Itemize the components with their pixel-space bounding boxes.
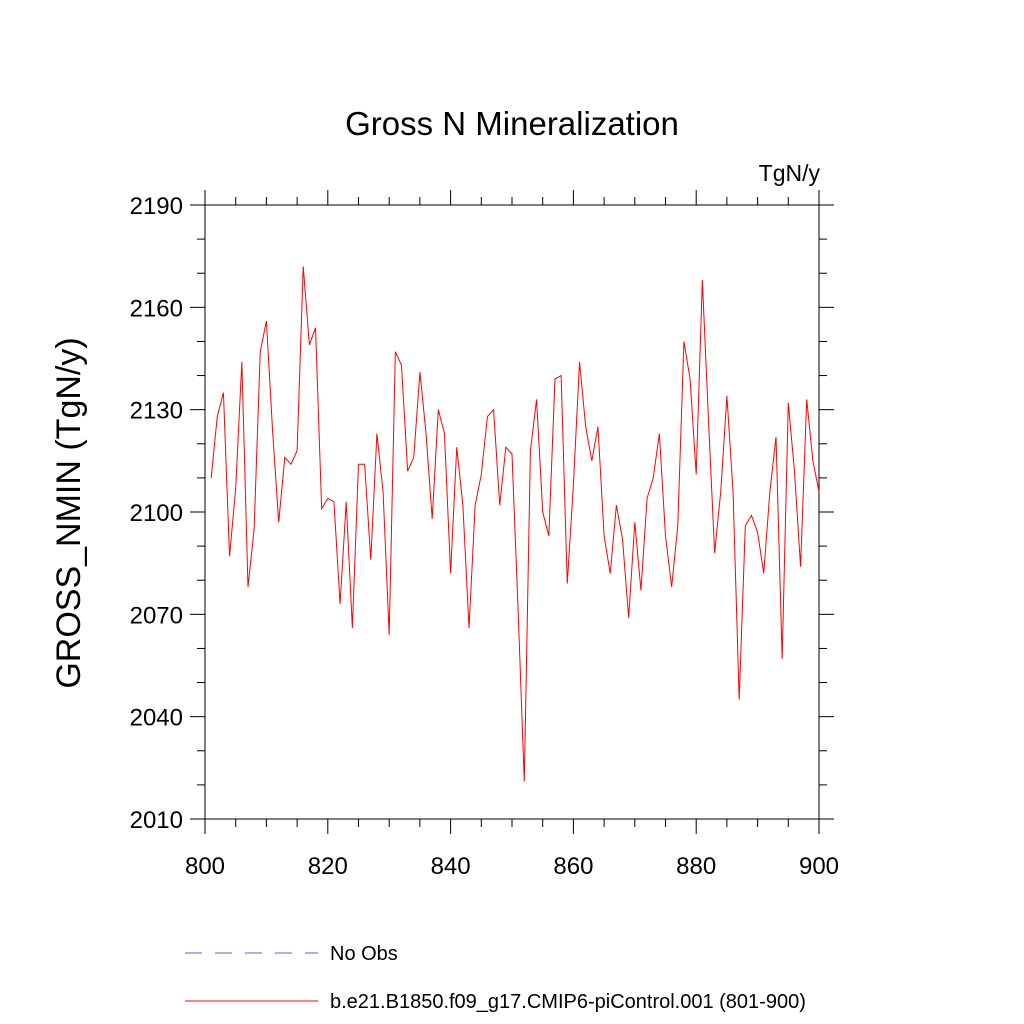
y-tick-label: 2130 <box>130 398 183 425</box>
y-tick-label: 2100 <box>130 500 183 527</box>
units-label: TgN/y <box>759 160 821 186</box>
x-tick-label: 880 <box>676 853 716 880</box>
x-tick-label: 900 <box>799 853 839 880</box>
legend-obs-label: No Obs <box>330 943 398 965</box>
chart-title: Gross N Mineralization <box>345 105 679 142</box>
y-axis-label: GROSS_NMIN (TgN/y) <box>50 337 88 688</box>
x-tick-label: 820 <box>308 853 348 880</box>
legend-model-label: b.e21.B1850.f09_g17.CMIP6-piControl.001 … <box>330 991 806 1013</box>
y-tick-label: 2040 <box>130 705 183 732</box>
y-tick-label: 2160 <box>130 295 183 322</box>
y-tick-label: 2190 <box>130 193 183 220</box>
y-tick-label: 2070 <box>130 602 183 629</box>
x-axis-ticks: 800 820 840 860 880 900 <box>185 190 839 880</box>
y-axis-ticks: 2010 2040 2070 2100 2130 2160 2190 <box>130 193 834 834</box>
x-tick-label: 840 <box>431 853 471 880</box>
model-series-line <box>210 266 820 782</box>
x-tick-label: 800 <box>185 853 225 880</box>
x-tick-label: 860 <box>553 853 593 880</box>
y-tick-label: 2010 <box>130 807 183 834</box>
legend: No Obs b.e21.B1850.f09_g17.CMIP6-piContr… <box>185 943 806 1013</box>
plot-frame <box>204 204 820 820</box>
